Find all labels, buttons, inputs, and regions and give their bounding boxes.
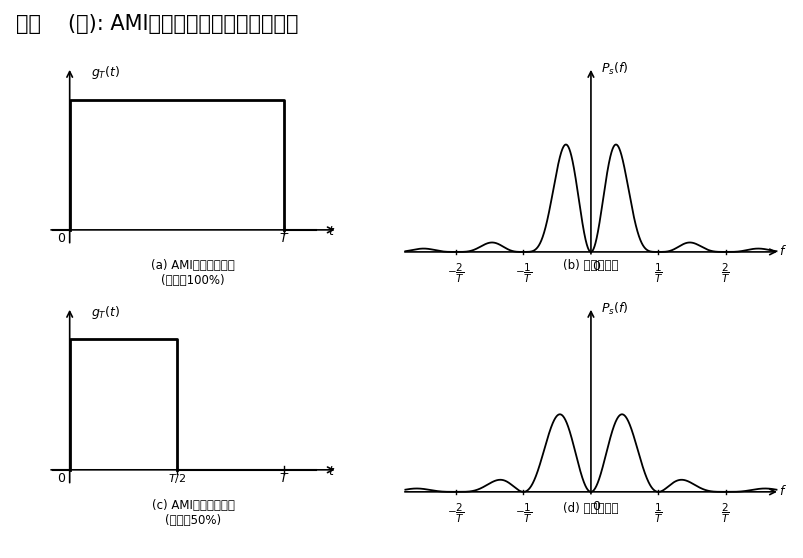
Text: $f$: $f$ xyxy=(778,484,786,498)
Text: $P_s(f)$: $P_s(f)$ xyxy=(601,61,628,77)
Text: $T$: $T$ xyxy=(279,472,289,484)
Text: (c) AMI码脉冲波形图
(占空比50%): (c) AMI码脉冲波形图 (占空比50%) xyxy=(151,499,234,527)
Text: $-\dfrac{2}{T}$: $-\dfrac{2}{T}$ xyxy=(446,502,464,525)
Text: $f$: $f$ xyxy=(778,244,786,258)
Text: $g_T(t)$: $g_T(t)$ xyxy=(91,64,120,81)
Text: $-\dfrac{1}{T}$: $-\dfrac{1}{T}$ xyxy=(514,262,532,285)
Text: (b) 功率谱特性: (b) 功率谱特性 xyxy=(562,259,618,272)
Text: $T/2$: $T/2$ xyxy=(168,472,185,484)
Text: $\dfrac{1}{T}$: $\dfrac{1}{T}$ xyxy=(653,502,662,525)
Text: $t$: $t$ xyxy=(327,225,335,238)
Text: $0$: $0$ xyxy=(56,232,66,244)
Text: $\dfrac{2}{T}$: $\dfrac{2}{T}$ xyxy=(720,502,729,525)
Text: $T$: $T$ xyxy=(279,232,289,244)
Text: $-\dfrac{1}{T}$: $-\dfrac{1}{T}$ xyxy=(514,502,532,525)
Text: 示例: 示例 xyxy=(16,14,41,34)
Text: (a) AMI码脉冲波形图
(占空比100%): (a) AMI码脉冲波形图 (占空比100%) xyxy=(151,259,234,287)
Text: (d) 功率谱特性: (d) 功率谱特性 xyxy=(562,502,618,515)
Text: (续): AMI码型基带信号的功率密度谱: (续): AMI码型基带信号的功率密度谱 xyxy=(68,14,299,34)
Text: $g_T(t)$: $g_T(t)$ xyxy=(91,304,120,321)
Text: $t$: $t$ xyxy=(327,465,335,478)
Text: $0$: $0$ xyxy=(56,472,66,484)
Text: 0: 0 xyxy=(592,260,600,273)
Text: $-\dfrac{2}{T}$: $-\dfrac{2}{T}$ xyxy=(446,262,464,285)
Text: $P_s(f)$: $P_s(f)$ xyxy=(601,301,628,317)
Text: 0: 0 xyxy=(592,500,600,513)
Text: $\dfrac{1}{T}$: $\dfrac{1}{T}$ xyxy=(653,262,662,285)
Text: $\dfrac{2}{T}$: $\dfrac{2}{T}$ xyxy=(720,262,729,285)
